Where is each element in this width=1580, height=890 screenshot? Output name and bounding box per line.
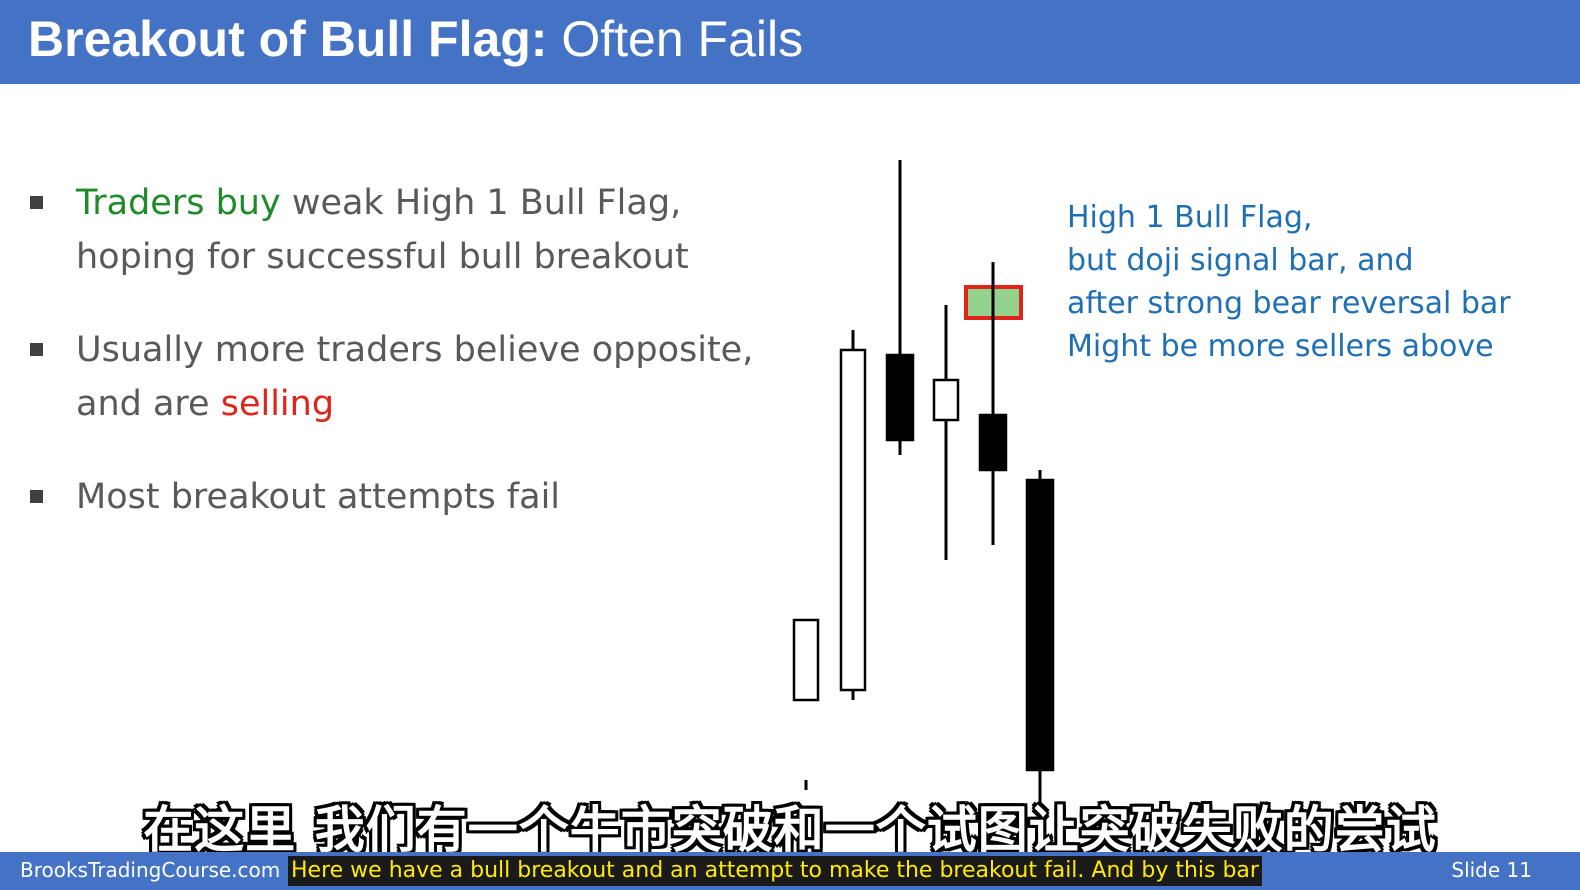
candle-2-body	[839, 348, 867, 692]
annotation-line-4: Might be more sellers above	[1067, 329, 1494, 364]
bullet-list: Traders buy weak High 1 Bull Flag, hopin…	[28, 176, 788, 563]
candle-5-body	[978, 413, 1008, 472]
annotation-line-2: but doji signal bar, and	[1067, 243, 1414, 278]
annotation: High 1 Bull Flag, but doji signal bar, a…	[1067, 196, 1511, 368]
annotation-line-1: High 1 Bull Flag,	[1067, 200, 1313, 235]
subtitle-english: Here we have a bull breakout and an atte…	[288, 856, 1262, 886]
candle-6-body	[1025, 478, 1055, 772]
candle-4-body	[932, 378, 960, 422]
bullet-1-line2: hoping for successful bull breakout	[76, 237, 689, 277]
footer-site: BrooksTradingCourse.com	[20, 858, 281, 882]
slide-title: Breakout of Bull Flag: Often Fails	[28, 8, 803, 70]
title-bar	[0, 0, 1580, 84]
bullet-1-text: weak High 1 Bull Flag,	[280, 183, 682, 223]
bullet-2-prefix: and are	[76, 384, 221, 424]
slide-number: Slide 11	[1451, 858, 1532, 882]
bullet-square-icon	[30, 343, 43, 356]
candle-3-body	[885, 353, 915, 442]
bullet-square-icon	[30, 196, 43, 209]
bullet-2: Usually more traders believe opposite, a…	[28, 323, 788, 431]
title-rest: Often Fails	[547, 11, 804, 67]
bullet-2-red: selling	[220, 384, 335, 424]
bullet-3-text: Most breakout attempts fail	[76, 477, 561, 517]
bullet-square-icon	[30, 490, 43, 503]
bullet-1: Traders buy weak High 1 Bull Flag, hopin…	[28, 176, 788, 284]
candle-1-body	[792, 618, 820, 702]
annotation-line-3: after strong bear reversal bar	[1067, 286, 1511, 321]
bullet-2-text: Usually more traders believe opposite,	[76, 330, 754, 370]
subtitle-chinese: 在这里 我们有一个牛市突破和一个试图让突破失败的尝试	[143, 801, 1437, 859]
title-bold: Breakout of Bull Flag:	[28, 11, 548, 67]
bullet-1-green: Traders buy	[76, 183, 281, 223]
bullet-3: Most breakout attempts fail	[28, 470, 788, 524]
